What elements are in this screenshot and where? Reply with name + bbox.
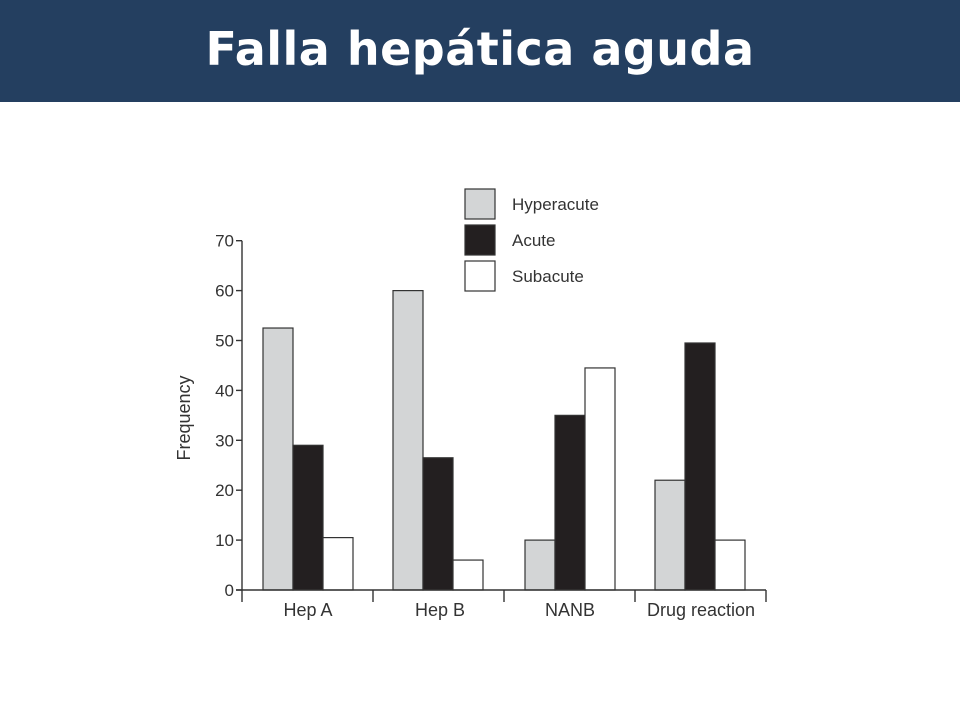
legend-label-subacute: Subacute bbox=[512, 267, 584, 286]
bar-acute-nanb bbox=[554, 414, 586, 591]
legend-label-acute: Acute bbox=[512, 231, 555, 250]
bar-acute-hep-a bbox=[292, 444, 324, 591]
legend-label-hyperacute: Hyperacute bbox=[512, 195, 599, 214]
legend-swatch-hyperacute bbox=[464, 188, 496, 220]
legend-swatch-acute bbox=[464, 224, 496, 256]
legend-swatch-subacute bbox=[464, 260, 496, 292]
bar-subacute-hep-b bbox=[452, 559, 484, 591]
x-category-label: NANB bbox=[545, 600, 595, 620]
y-tick-label: 0 bbox=[225, 581, 234, 600]
x-category-label: Hep B bbox=[415, 600, 465, 620]
bar-subacute-nanb bbox=[584, 367, 616, 591]
slide-title: Falla hepática aguda bbox=[205, 22, 755, 76]
bar-hyperacute-hep-b bbox=[392, 290, 424, 591]
y-tick-label: 50 bbox=[215, 332, 234, 351]
x-category-label: Hep A bbox=[283, 600, 332, 620]
bar-hyperacute-drug-reaction bbox=[654, 479, 686, 591]
bar-acute-drug-reaction bbox=[684, 342, 716, 591]
y-axis-title: Frequency bbox=[174, 375, 194, 460]
y-tick-label: 70 bbox=[215, 232, 234, 251]
bar-hyperacute-nanb bbox=[524, 539, 556, 591]
bar-subacute-drug-reaction bbox=[714, 539, 746, 591]
y-tick-label: 10 bbox=[215, 531, 234, 550]
title-bar: Falla hepática aguda bbox=[0, 0, 960, 102]
y-tick-label: 30 bbox=[215, 431, 234, 450]
y-tick-label: 40 bbox=[215, 381, 234, 400]
bar-subacute-hep-a bbox=[322, 537, 354, 591]
x-category-label: Drug reaction bbox=[647, 600, 755, 620]
bar-acute-hep-b bbox=[422, 457, 454, 591]
y-tick-label: 60 bbox=[215, 282, 234, 301]
bar-hyperacute-hep-a bbox=[262, 327, 294, 591]
y-tick-label: 20 bbox=[215, 481, 234, 500]
